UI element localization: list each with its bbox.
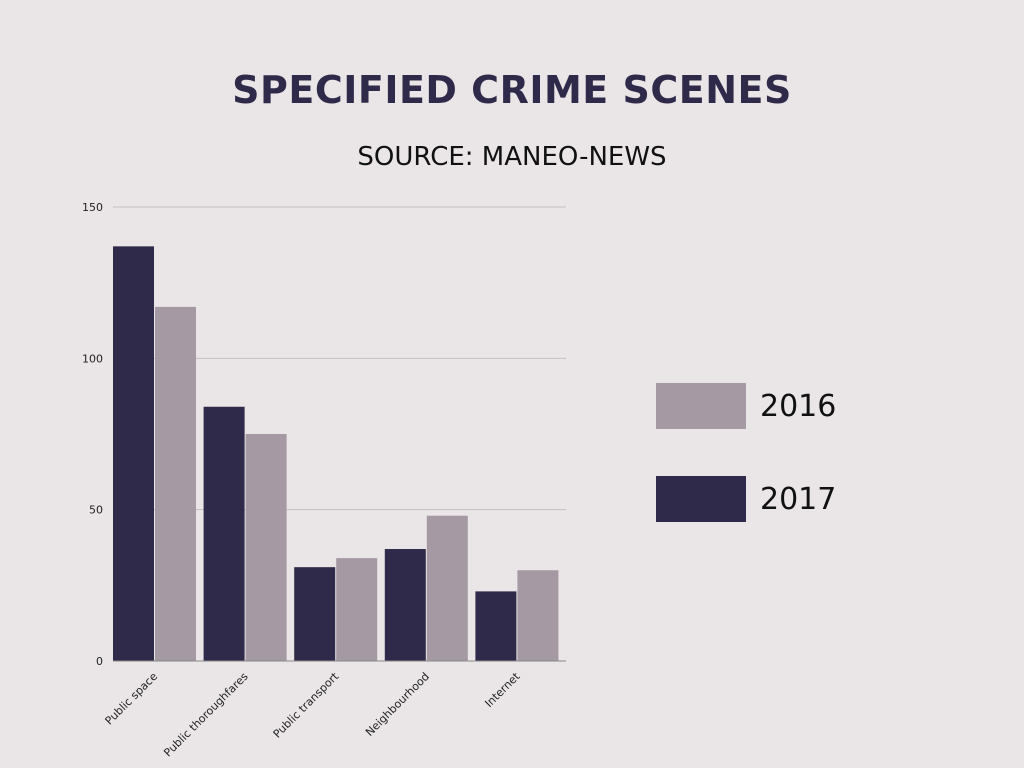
bar — [517, 570, 559, 661]
x-tick-label: Neighbourhood — [363, 670, 432, 739]
bar — [203, 406, 245, 661]
x-tick-label: Internet — [482, 669, 523, 710]
bar — [336, 558, 378, 661]
chart-subtitle: SOURCE: MANEO-NEWS — [357, 142, 667, 172]
x-tick-label: Public transport — [271, 669, 342, 740]
legend-label-2016: 2016 — [760, 388, 837, 424]
y-tick-label: 150 — [82, 201, 103, 214]
bar — [155, 306, 196, 661]
x-tick-label: Public space — [103, 670, 161, 728]
bar — [475, 591, 517, 661]
y-tick-label: 100 — [82, 352, 103, 365]
chart-title: SPECIFIED CRIME SCENES — [232, 68, 792, 112]
legend-label-2017: 2017 — [760, 481, 837, 517]
bar — [113, 246, 154, 661]
bar — [426, 515, 468, 661]
legend-item-2016: 2016 — [656, 382, 836, 430]
bar — [245, 434, 287, 661]
x-tick-label: Public thoroughfares — [161, 670, 251, 760]
y-tick-label: 0 — [96, 655, 103, 668]
legend-swatch-2017 — [656, 476, 746, 522]
legend-swatch-2016 — [656, 383, 746, 429]
legend-item-2017: 2017 — [656, 475, 836, 523]
bar — [384, 549, 426, 661]
y-tick-label: 50 — [89, 504, 103, 517]
legend: 2016 2017 — [656, 382, 836, 568]
bar — [294, 567, 336, 661]
